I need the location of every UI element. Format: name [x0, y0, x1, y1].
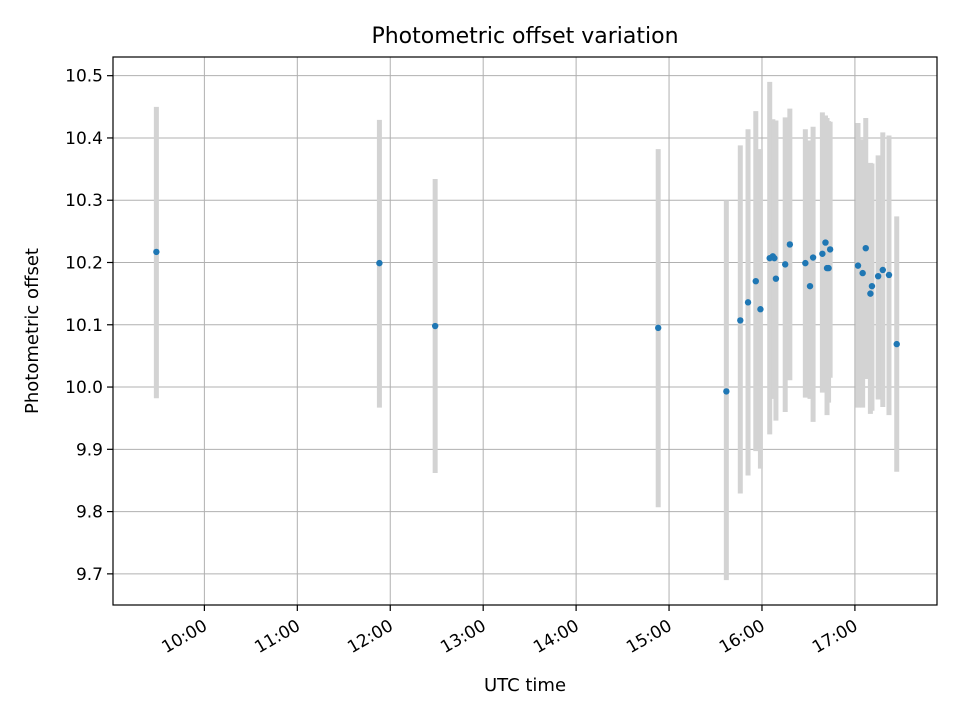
data-points — [153, 239, 900, 395]
data-point — [655, 324, 662, 332]
y-tick-label: 10.2 — [65, 254, 103, 274]
data-point — [826, 246, 834, 253]
data-point — [819, 250, 826, 257]
data-point — [885, 271, 893, 279]
chart-title: Photometric offset variation — [371, 24, 678, 49]
data-point — [874, 273, 882, 280]
plot-frame — [112, 56, 938, 606]
data-point — [782, 261, 789, 268]
y-tick-label: 10.1 — [65, 316, 103, 336]
y-tick-label: 9.7 — [76, 565, 103, 585]
data-point — [862, 244, 869, 252]
data-point — [879, 266, 886, 274]
data-point — [825, 264, 832, 272]
x-axis-label: UTC time — [484, 675, 566, 696]
data-point — [723, 388, 730, 395]
data-point — [786, 241, 794, 248]
data-point — [737, 317, 744, 324]
data-point — [867, 290, 874, 297]
data-point — [431, 322, 439, 330]
data-point — [153, 248, 160, 256]
data-point — [744, 299, 752, 306]
y-tick-label: 10.4 — [65, 129, 103, 149]
data-point — [854, 262, 862, 269]
data-point — [809, 254, 817, 261]
data-point — [802, 259, 809, 267]
y-tick-label: 9.8 — [76, 503, 103, 523]
data-point — [806, 282, 814, 290]
y-tick-label: 9.9 — [76, 440, 103, 460]
y-axis-label: Photometric offset — [22, 248, 43, 414]
y-tick-label: 10.5 — [65, 67, 103, 87]
data-point — [868, 282, 876, 290]
y-tick-label: 10.0 — [65, 378, 103, 398]
data-point — [893, 340, 900, 348]
y-tick-label: 10.3 — [65, 191, 103, 211]
data-point — [859, 269, 866, 277]
data-point — [752, 277, 759, 285]
data-point — [376, 259, 383, 267]
data-point — [757, 306, 764, 313]
data-point — [771, 254, 778, 262]
data-point — [822, 239, 829, 246]
y-axis-ticks: 9.7 9.8 9.9 10.0 10.1 10.2 10.3 10.4 10.5 — [65, 67, 113, 585]
grid — [113, 57, 937, 605]
data-point — [772, 275, 780, 282]
